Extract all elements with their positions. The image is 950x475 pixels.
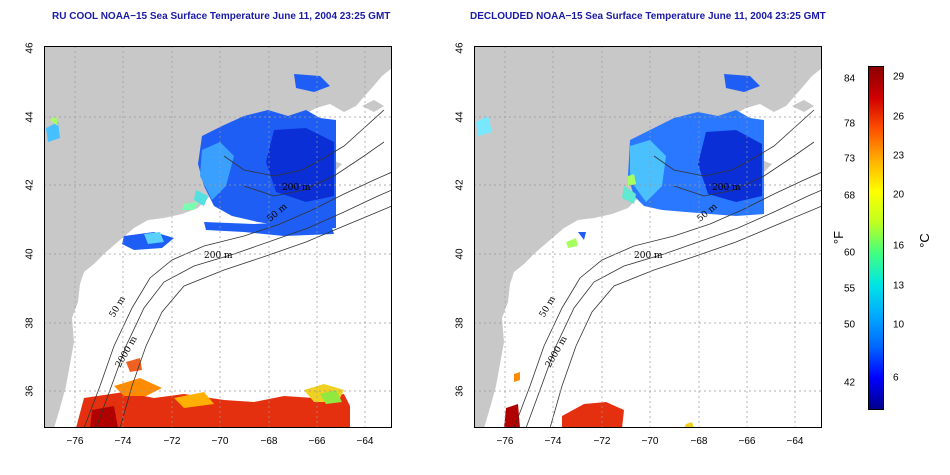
colorbar-f-tick: 73 <box>844 153 856 165</box>
right-sst-map: 200 m 50 m 2000 m 200 m 50 m <box>474 46 822 428</box>
y-tick: 44 <box>24 111 36 123</box>
x-tick: −64 <box>786 436 804 447</box>
colorbar-f-tick: 84 <box>844 73 856 85</box>
colorbar-c-tick: 16 <box>893 240 905 252</box>
colorbar-c-tick: 23 <box>893 150 905 162</box>
colorbar-c-tick: 20 <box>893 189 905 201</box>
contour-label: 200 m <box>634 251 663 261</box>
x-tick: −64 <box>356 436 374 447</box>
colorbar-f-tick: 78 <box>844 118 856 130</box>
x-tick: −68 <box>260 436 278 447</box>
celsius-unit-label: °C <box>916 233 932 248</box>
contour-label: 200 m <box>282 183 311 193</box>
x-tick: −74 <box>544 436 562 447</box>
y-tick: 46 <box>24 42 36 54</box>
colorbar-c-tick: 29 <box>893 71 905 83</box>
y-tick: 36 <box>454 385 466 397</box>
land-mass <box>44 46 392 428</box>
colorbar-c-tick: 10 <box>893 319 905 331</box>
y-tick: 36 <box>24 385 36 397</box>
colorbar-c-tick: 13 <box>893 280 905 292</box>
right-map-title: DECLOUDED NOAA−15 Sea Surface Temperatur… <box>470 11 826 22</box>
y-tick: 42 <box>24 179 36 191</box>
sst-warm-region <box>562 402 624 428</box>
contour-label: 200 m <box>204 251 233 261</box>
x-tick: −66 <box>308 436 326 447</box>
sst-warm-region <box>76 392 350 428</box>
colorbar-f-tick: 60 <box>844 247 856 259</box>
x-tick: −72 <box>163 436 181 447</box>
left-map-title: RU COOL NOAA−15 Sea Surface Temperature … <box>52 11 391 22</box>
x-tick: −74 <box>114 436 132 447</box>
land-mass <box>474 46 822 428</box>
y-tick: 46 <box>454 42 466 54</box>
y-tick: 42 <box>454 179 466 191</box>
colorbar-f-tick: 68 <box>844 190 856 202</box>
x-tick: −66 <box>738 436 756 447</box>
x-tick: −72 <box>593 436 611 447</box>
fahrenheit-unit-label: °F <box>831 230 847 245</box>
x-tick: −68 <box>690 436 708 447</box>
left-sst-map: 200 m 50 m 2000 m 200 m 50 m <box>44 46 392 428</box>
y-tick: 38 <box>24 317 36 329</box>
colorbar-f-tick: 42 <box>844 377 856 389</box>
x-tick: −76 <box>66 436 84 447</box>
y-tick: 40 <box>454 248 466 260</box>
temperature-colorbar <box>868 66 884 410</box>
contour-label: 200 m <box>712 183 741 193</box>
y-tick: 38 <box>454 317 466 329</box>
x-tick: −70 <box>641 436 659 447</box>
x-tick: −76 <box>496 436 514 447</box>
y-tick: 40 <box>24 248 36 260</box>
colorbar-f-tick: 55 <box>844 283 856 295</box>
y-tick: 44 <box>454 111 466 123</box>
x-tick: −70 <box>211 436 229 447</box>
colorbar-c-tick: 6 <box>893 372 899 384</box>
colorbar-c-tick: 26 <box>893 111 905 123</box>
colorbar-f-tick: 50 <box>844 319 856 331</box>
